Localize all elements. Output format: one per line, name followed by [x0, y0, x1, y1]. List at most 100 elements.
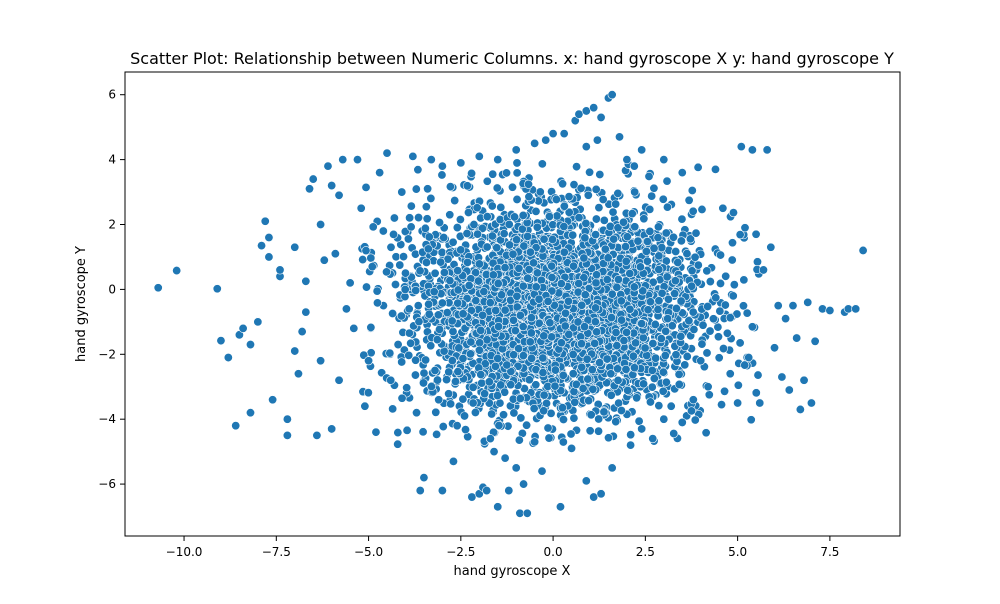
- data-point: [526, 313, 536, 323]
- data-point: [482, 176, 492, 186]
- data-point: [461, 425, 471, 435]
- data-point: [406, 222, 416, 232]
- data-point: [568, 369, 578, 379]
- data-point: [728, 208, 738, 218]
- data-point: [411, 184, 421, 194]
- data-point: [458, 353, 468, 363]
- data-points: [153, 90, 868, 518]
- data-point: [512, 168, 522, 178]
- data-point: [414, 213, 424, 223]
- data-point: [711, 293, 721, 303]
- data-point: [651, 353, 661, 363]
- data-point: [677, 214, 687, 224]
- data-point: [622, 155, 632, 165]
- data-point: [599, 407, 609, 417]
- data-point: [505, 240, 515, 250]
- data-point: [366, 322, 376, 332]
- data-point: [551, 194, 561, 204]
- data-point: [680, 360, 690, 370]
- data-point: [410, 370, 420, 380]
- data-point: [727, 255, 737, 265]
- data-point: [362, 282, 372, 292]
- data-point: [795, 404, 805, 414]
- data-point: [673, 257, 683, 267]
- data-point: [312, 430, 322, 440]
- data-point: [518, 210, 528, 220]
- data-point: [600, 244, 610, 254]
- data-point: [613, 223, 623, 233]
- data-point: [650, 319, 660, 329]
- data-point: [582, 354, 592, 364]
- data-point: [590, 317, 600, 327]
- data-point: [713, 332, 723, 342]
- data-point: [591, 214, 601, 224]
- data-point: [531, 380, 541, 390]
- data-point: [524, 192, 534, 202]
- data-point: [667, 321, 677, 331]
- data-point: [686, 406, 696, 416]
- data-point: [705, 277, 715, 287]
- data-point: [658, 367, 668, 377]
- data-point: [368, 222, 378, 232]
- data-point: [611, 417, 621, 427]
- data-point: [466, 337, 476, 347]
- data-point: [390, 280, 400, 290]
- data-point: [676, 236, 686, 246]
- data-point: [619, 217, 629, 227]
- data-point: [708, 314, 718, 324]
- data-point: [490, 361, 500, 371]
- data-point: [606, 390, 616, 400]
- data-point: [404, 328, 414, 338]
- data-point: [421, 202, 431, 212]
- data-point: [391, 252, 401, 262]
- data-point: [606, 369, 616, 379]
- data-point: [613, 375, 623, 385]
- data-point: [424, 299, 434, 309]
- data-point: [448, 327, 458, 337]
- data-point: [592, 327, 602, 337]
- data-point: [472, 203, 482, 213]
- data-point: [388, 308, 398, 318]
- data-point: [751, 388, 761, 398]
- data-point: [550, 381, 560, 391]
- data-point: [617, 315, 627, 325]
- data-point: [635, 262, 645, 272]
- data-point: [568, 349, 578, 359]
- data-point: [648, 277, 658, 287]
- data-point: [729, 280, 739, 290]
- data-point: [386, 375, 396, 385]
- data-point: [529, 258, 539, 268]
- data-point: [421, 257, 431, 267]
- y-tick-label: 4: [108, 153, 116, 167]
- data-point: [638, 333, 648, 343]
- data-point: [725, 313, 735, 323]
- data-point: [460, 411, 470, 421]
- data-point: [375, 168, 385, 178]
- data-point: [569, 261, 579, 271]
- data-point: [621, 364, 631, 374]
- data-point: [432, 335, 442, 345]
- data-point: [642, 350, 652, 360]
- data-point: [415, 266, 425, 276]
- data-point: [395, 260, 405, 270]
- data-point: [591, 184, 601, 194]
- data-point: [662, 202, 672, 212]
- data-point: [558, 403, 568, 413]
- data-point: [534, 294, 544, 304]
- data-point: [477, 223, 487, 233]
- data-point: [691, 228, 701, 238]
- data-point: [489, 447, 499, 457]
- data-point: [690, 415, 700, 425]
- data-point: [556, 338, 566, 348]
- data-point: [718, 203, 728, 213]
- data-point: [518, 281, 528, 291]
- data-point: [488, 169, 498, 179]
- data-point: [663, 314, 673, 324]
- data-point: [550, 365, 560, 375]
- data-point: [781, 314, 791, 324]
- data-point: [437, 486, 447, 496]
- data-point: [257, 241, 267, 251]
- data-point: [671, 247, 681, 257]
- data-point: [626, 430, 636, 440]
- data-point: [547, 286, 557, 296]
